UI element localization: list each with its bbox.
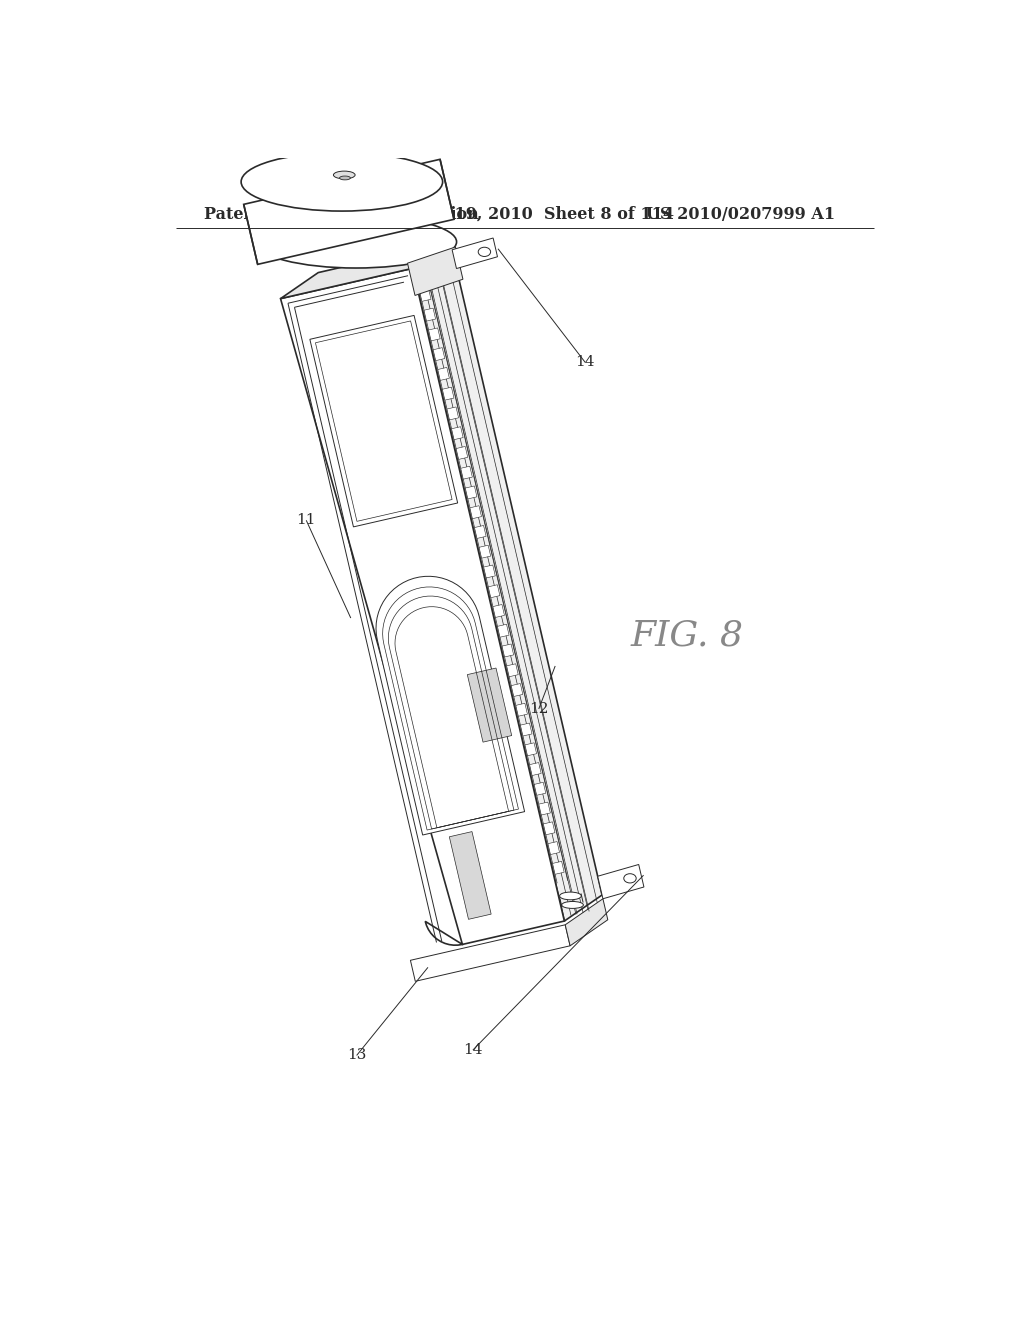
Text: Patent Application Publication: Patent Application Publication	[204, 206, 478, 223]
Polygon shape	[539, 803, 550, 814]
Text: 14: 14	[575, 355, 595, 370]
Polygon shape	[411, 925, 570, 981]
Ellipse shape	[624, 874, 636, 883]
Polygon shape	[433, 347, 444, 360]
Polygon shape	[498, 624, 509, 638]
Polygon shape	[467, 668, 512, 742]
Polygon shape	[281, 243, 451, 298]
Polygon shape	[488, 585, 500, 598]
Polygon shape	[281, 268, 564, 945]
Polygon shape	[465, 486, 477, 499]
Text: 14: 14	[463, 1043, 482, 1057]
Text: 11: 11	[297, 513, 316, 527]
Text: 12: 12	[529, 702, 549, 715]
Polygon shape	[413, 243, 602, 921]
Ellipse shape	[334, 172, 355, 178]
Ellipse shape	[255, 215, 457, 268]
Polygon shape	[520, 723, 532, 737]
Polygon shape	[461, 466, 472, 479]
Ellipse shape	[340, 176, 350, 180]
Text: Aug. 19, 2010  Sheet 8 of 114: Aug. 19, 2010 Sheet 8 of 114	[409, 206, 675, 223]
Polygon shape	[553, 862, 564, 874]
Polygon shape	[438, 367, 450, 380]
Polygon shape	[598, 865, 644, 899]
Polygon shape	[502, 644, 514, 657]
Polygon shape	[529, 763, 542, 776]
Polygon shape	[516, 704, 527, 717]
Polygon shape	[548, 842, 559, 854]
Polygon shape	[525, 743, 537, 756]
Polygon shape	[470, 506, 481, 519]
Text: FIG. 8: FIG. 8	[630, 619, 743, 653]
Polygon shape	[376, 577, 524, 836]
Polygon shape	[244, 160, 454, 264]
Ellipse shape	[478, 247, 490, 256]
Polygon shape	[450, 832, 492, 919]
Polygon shape	[483, 565, 496, 578]
Polygon shape	[424, 308, 435, 321]
Ellipse shape	[559, 892, 582, 900]
Polygon shape	[408, 247, 463, 296]
Polygon shape	[452, 426, 463, 440]
Polygon shape	[507, 664, 518, 677]
Polygon shape	[456, 446, 468, 459]
Polygon shape	[420, 288, 431, 301]
Polygon shape	[310, 315, 458, 527]
Polygon shape	[474, 525, 486, 539]
Ellipse shape	[562, 902, 584, 908]
Polygon shape	[535, 783, 546, 795]
Polygon shape	[493, 605, 505, 618]
Polygon shape	[544, 822, 555, 834]
Text: US 2010/0207999 A1: US 2010/0207999 A1	[646, 206, 835, 223]
Polygon shape	[315, 321, 452, 521]
Ellipse shape	[241, 153, 442, 211]
Polygon shape	[565, 899, 608, 946]
Polygon shape	[511, 684, 523, 697]
Text: 13: 13	[347, 1048, 367, 1063]
Polygon shape	[442, 387, 454, 400]
Polygon shape	[479, 545, 490, 558]
Polygon shape	[453, 238, 498, 268]
Polygon shape	[446, 407, 459, 420]
Polygon shape	[429, 327, 440, 341]
